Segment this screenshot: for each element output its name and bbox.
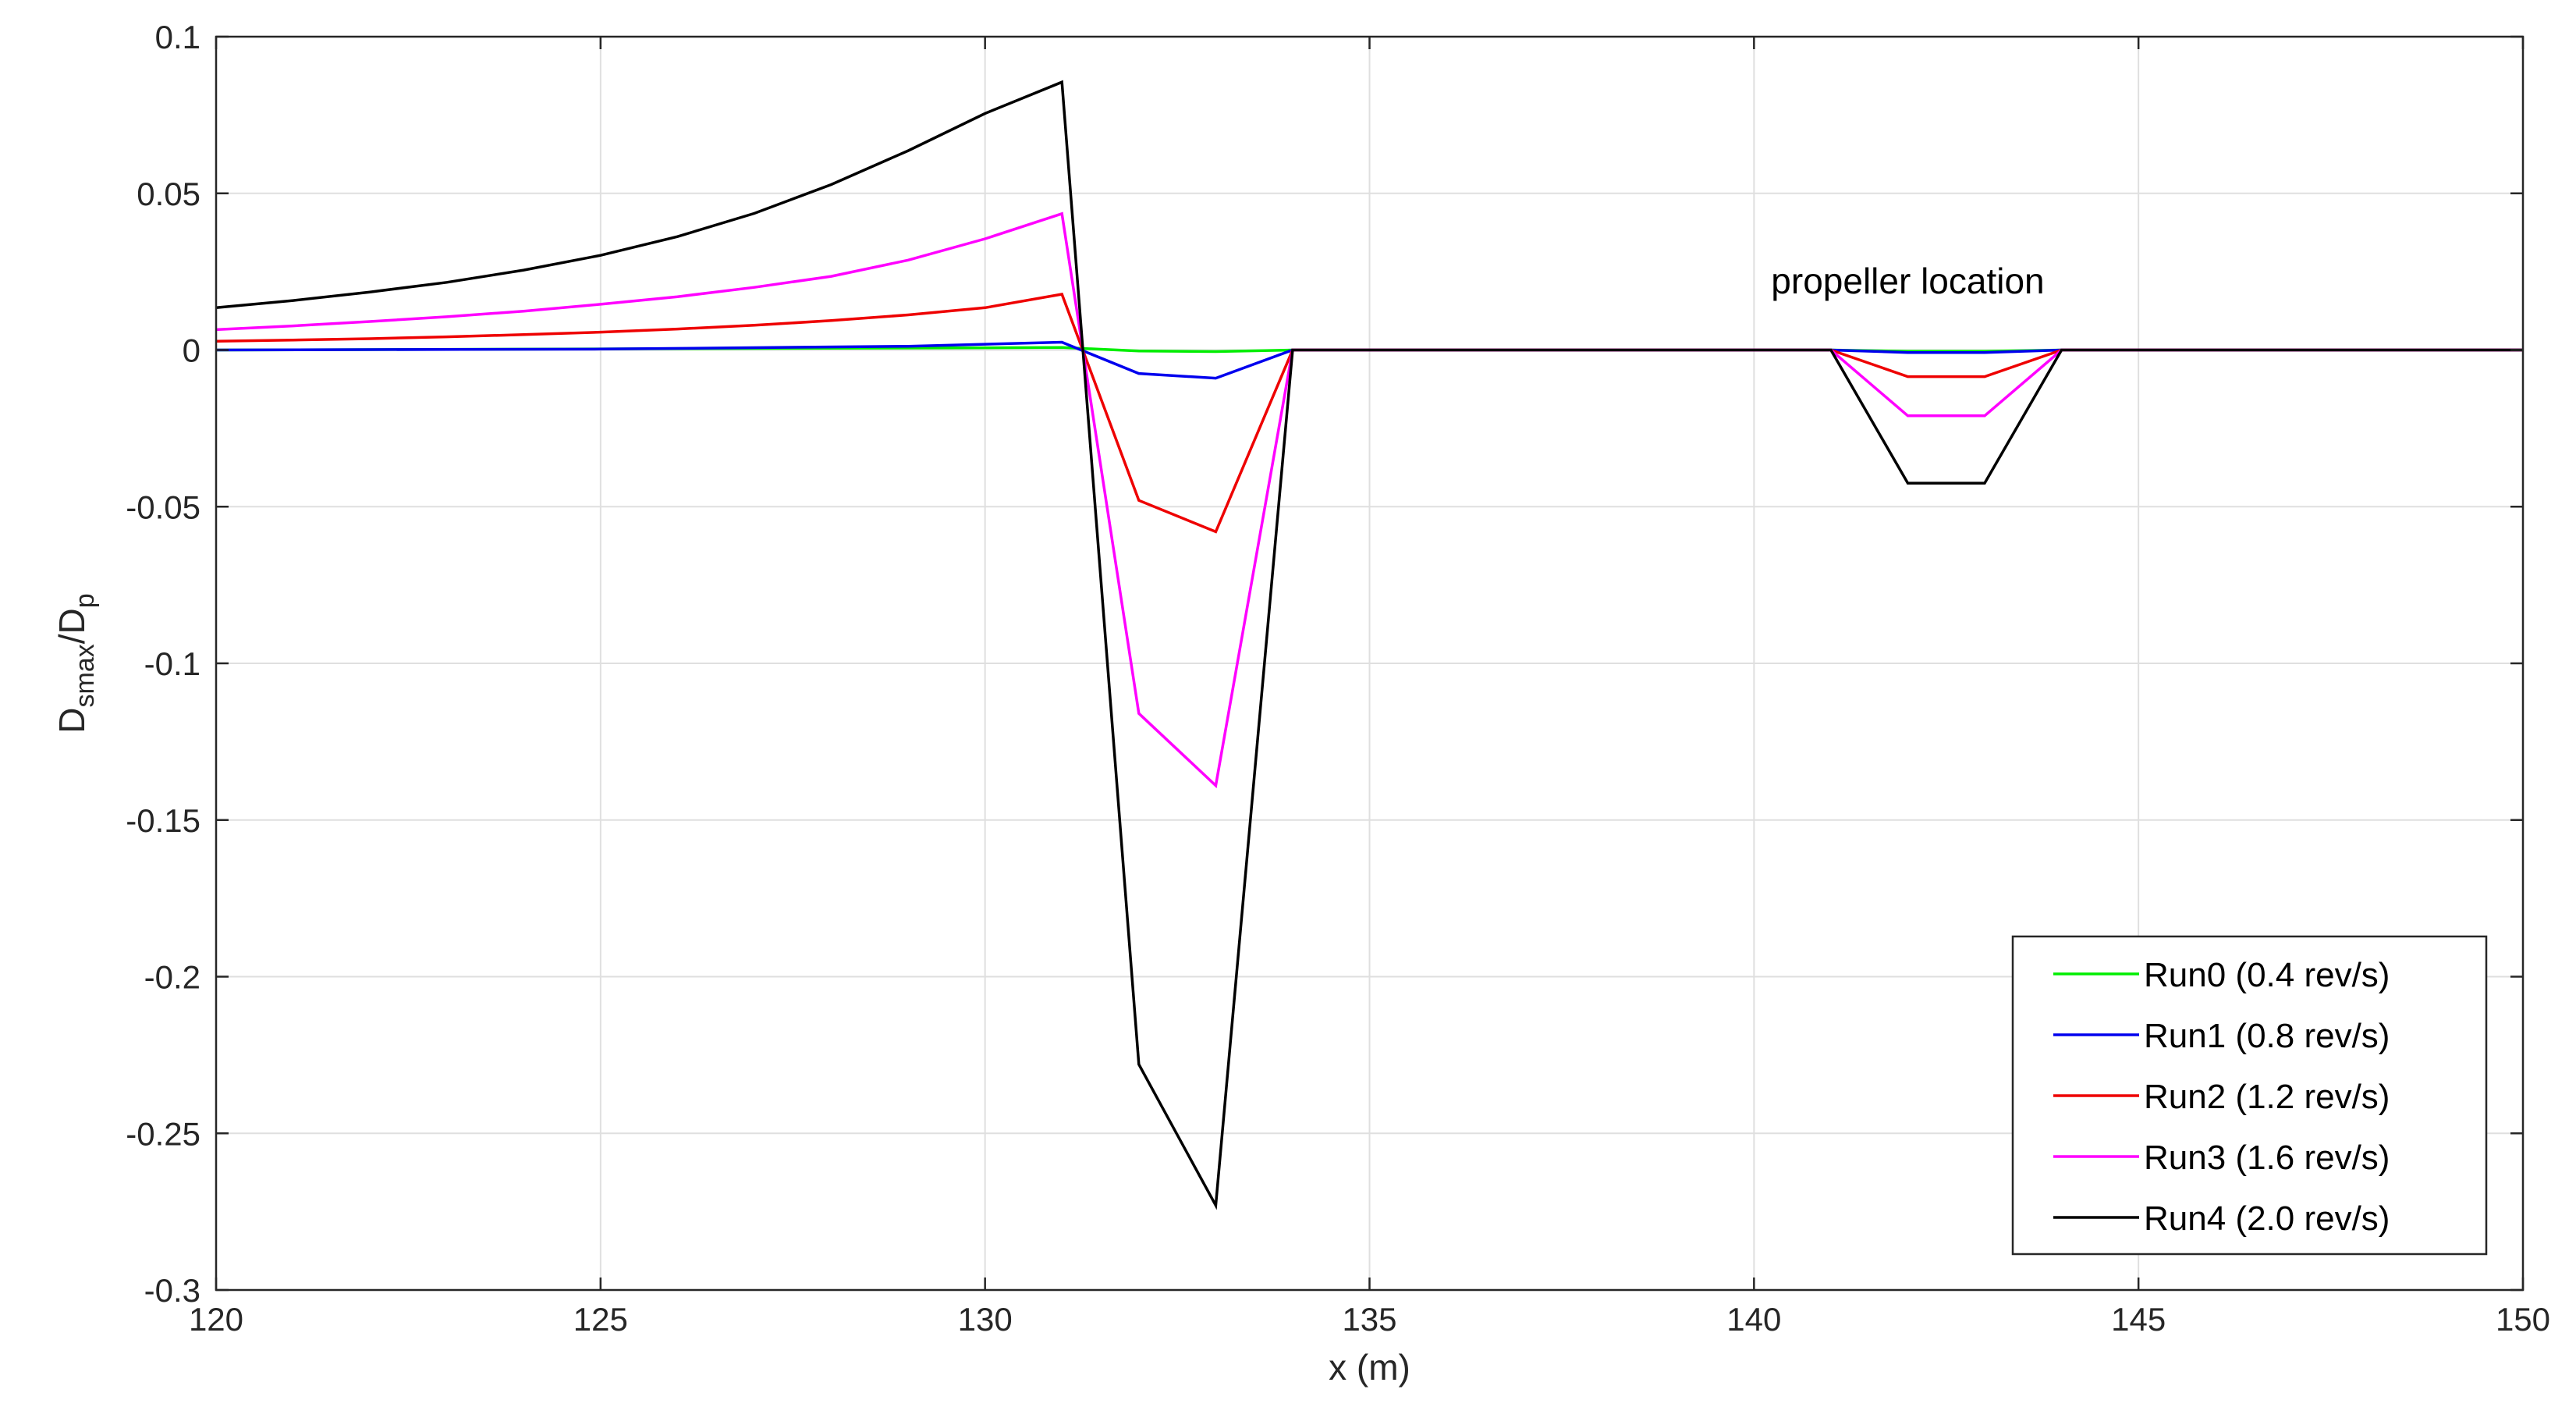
legend-label-run3: Run3 (1.6 rev/s) (2144, 1139, 2390, 1177)
y-axis-title-sub2: p (70, 593, 100, 608)
y-axis-title: Dsmax/Dp (51, 593, 100, 733)
y-axis-title-mid: /D (51, 608, 92, 644)
legend-label-run4: Run4 (2.0 rev/s) (2144, 1199, 2390, 1238)
y-tick-label: -0.2 (144, 959, 200, 996)
legend: Run0 (0.4 rev/s) Run1 (0.8 rev/s) Run2 (1.… (2011, 935, 2488, 1256)
legend-label-run1: Run1 (0.8 rev/s) (2144, 1017, 2390, 1055)
legend-label-run0: Run0 (0.4 rev/s) (2144, 956, 2390, 994)
series-line-run1 (215, 340, 2523, 380)
y-tick-label: 0 (183, 332, 200, 369)
y-tick-label: -0.3 (144, 1272, 200, 1309)
y-axis-title-main: D (51, 707, 92, 733)
x-tick-label: 140 (1726, 1301, 1781, 1338)
legend-label-run2: Run2 (1.2 rev/s) (2144, 1078, 2390, 1116)
x-tick-label: 145 (2111, 1301, 2166, 1338)
y-tick-label: -0.25 (126, 1115, 200, 1152)
ticks (215, 35, 2525, 1292)
series-lines (215, 80, 2523, 1210)
x-tick-label: 125 (573, 1301, 628, 1338)
propeller-location-annotation: propeller location (1771, 261, 2044, 301)
y-tick-label: 0.05 (137, 176, 200, 212)
x-tick-label: 150 (2496, 1301, 2550, 1338)
y-axis-title-sub1: smax (70, 644, 100, 707)
y-tick-label: -0.1 (144, 645, 200, 682)
x-tick-label: 135 (1342, 1301, 1396, 1338)
x-axis-title: x (m) (1329, 1347, 1410, 1388)
series-line-run4 (215, 80, 2523, 1210)
y-tick-label: -0.05 (126, 489, 200, 525)
series-line-run2 (215, 293, 2523, 534)
y-tick-label: -0.15 (126, 802, 200, 839)
tick-labels: 120 125 130 135 140 145 150 0.1 0.05 0 -0.05 -0.1 -0… (126, 19, 2550, 1338)
y-tick-label: 0.1 (155, 19, 200, 55)
x-tick-label: 130 (958, 1301, 1013, 1338)
x-tick-label: 120 (189, 1301, 243, 1338)
series-line-run3 (215, 211, 2523, 789)
